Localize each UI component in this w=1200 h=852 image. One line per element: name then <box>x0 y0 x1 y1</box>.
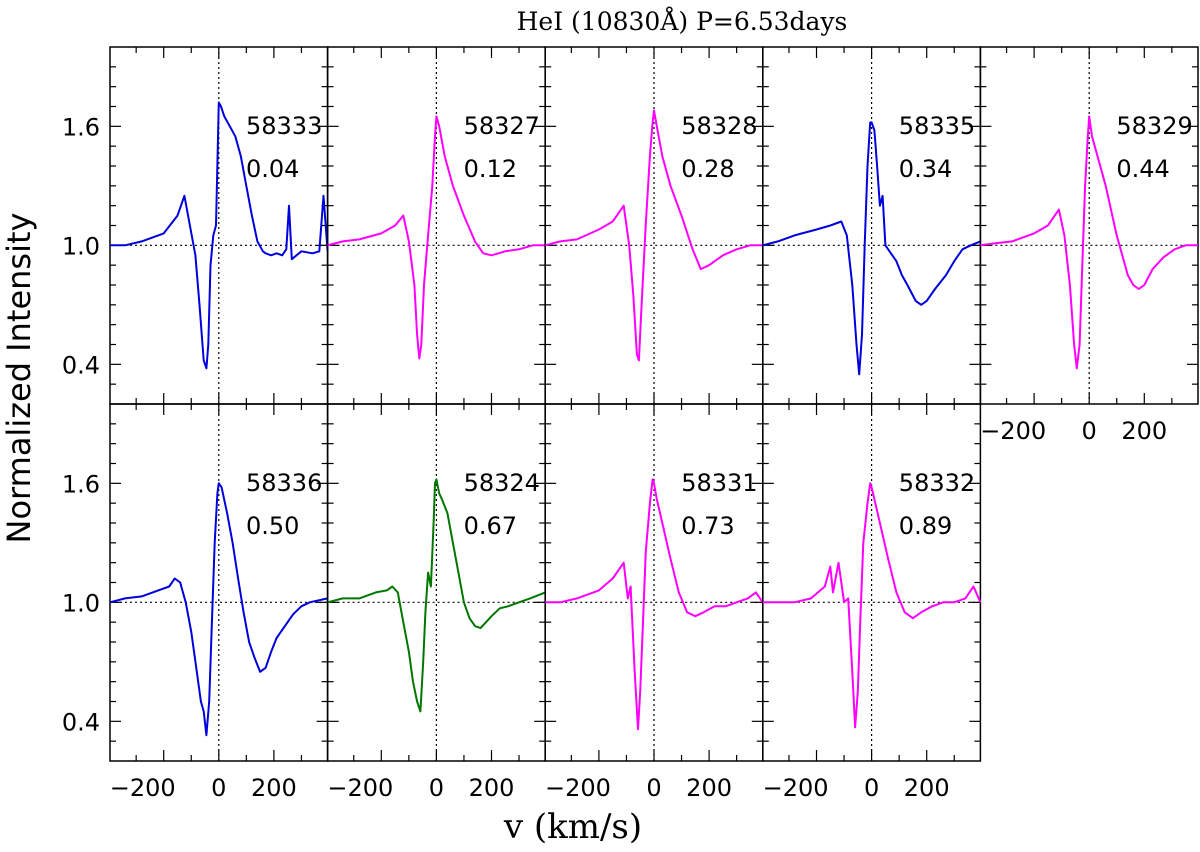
panel-grid: 58333 0.04 0.4 1.0 1.6 58327 0.12 58328 0.28 5833… <box>62 46 1199 802</box>
x-tick-label: 200 <box>1121 417 1167 445</box>
x-tick-label: 0 <box>429 774 444 802</box>
panel-frame-58331 <box>544 403 764 762</box>
panel-frame-58324 <box>326 403 546 762</box>
spectrum-panel-58328: 58328 0.28 <box>544 46 764 405</box>
x-tick-label: 200 <box>686 774 732 802</box>
spectrum-line-58331 <box>545 478 764 731</box>
spectrum-panel-58329: 58329 0.44 −200 0 200 <box>979 46 1199 445</box>
panel-frame-58332 <box>762 403 982 762</box>
spectrum-line-58328 <box>544 109 763 362</box>
panel-frame-58335 <box>762 46 982 405</box>
phase-label-58333: 0.04 <box>246 155 299 183</box>
phase-label-58327: 0.12 <box>464 155 517 183</box>
x-tick-label: 0 <box>211 774 226 802</box>
x-tick-label: −200 <box>545 774 611 802</box>
phase-label-58329: 0.44 <box>1116 155 1169 183</box>
spectrum-panel-58333: 58333 0.04 0.4 1.0 1.6 <box>62 46 329 405</box>
panel-frame-58336 <box>109 403 329 762</box>
date-label-58324: 58324 <box>464 469 540 497</box>
spectrum-panel-58335: 58335 0.34 <box>762 46 982 405</box>
x-tick-label: 0 <box>1082 417 1097 445</box>
y-tick-label: 1.0 <box>62 232 100 260</box>
spectrum-line-58333 <box>110 101 329 370</box>
phase-label-58335: 0.34 <box>899 155 952 183</box>
x-tick-label: 0 <box>864 774 879 802</box>
panel-frame-58333 <box>109 46 329 405</box>
spectrum-line-58332 <box>762 482 982 729</box>
y-tick-label: 1.6 <box>62 113 100 141</box>
x-axis-label: v (km/s) <box>503 807 642 847</box>
spectrum-panel-58331: 58331 0.73 −200 0 200 <box>544 403 764 802</box>
spectrum-line-58327 <box>327 115 546 360</box>
spectrum-line-58324 <box>327 478 546 713</box>
spectrum-line-58336 <box>109 482 328 737</box>
figure-title: HeI (10830Å) P=6.53days <box>517 6 848 36</box>
phase-label-58328: 0.28 <box>681 155 734 183</box>
x-tick-label: 200 <box>904 774 950 802</box>
x-tick-label: −200 <box>763 774 829 802</box>
y-tick-label: 0.4 <box>62 351 100 379</box>
spectrum-panel-58332: 58332 0.89 −200 0 200 <box>762 403 982 802</box>
x-tick-label: −200 <box>980 417 1046 445</box>
y-tick-label: 1.0 <box>62 589 100 617</box>
spectrum-line-58329 <box>980 115 1198 370</box>
date-label-58336: 58336 <box>246 469 322 497</box>
x-tick-label: 200 <box>469 774 515 802</box>
spectrum-line-58335 <box>762 121 981 376</box>
date-label-58328: 58328 <box>681 112 757 140</box>
date-label-58329: 58329 <box>1116 112 1192 140</box>
date-label-58332: 58332 <box>899 469 975 497</box>
panel-frame-58327 <box>326 46 546 405</box>
x-tick-label: 200 <box>251 774 297 802</box>
panel-frame-58329 <box>979 46 1199 405</box>
phase-label-58332: 0.89 <box>899 512 952 540</box>
panel-frame-58328 <box>544 46 764 405</box>
y-tick-label: 1.6 <box>62 470 100 498</box>
x-tick-label: −200 <box>110 774 176 802</box>
spectrum-panel-58327: 58327 0.12 <box>326 46 546 405</box>
x-tick-label: −200 <box>327 774 393 802</box>
y-axis-label: Normalized Intensity <box>0 213 38 544</box>
date-label-58331: 58331 <box>681 469 757 497</box>
spectrum-panel-58336: 58336 0.50 0.4 1.0 1.6 −200 0 200 <box>62 403 329 802</box>
date-label-58327: 58327 <box>464 112 540 140</box>
date-label-58335: 58335 <box>899 112 975 140</box>
phase-label-58336: 0.50 <box>246 512 299 540</box>
x-tick-label: 0 <box>646 774 661 802</box>
date-label-58333: 58333 <box>246 112 322 140</box>
y-tick-label: 0.4 <box>62 708 100 736</box>
spectrum-panel-58324: 58324 0.67 −200 0 200 <box>326 403 546 802</box>
phase-label-58331: 0.73 <box>681 512 734 540</box>
phase-label-58324: 0.67 <box>464 512 517 540</box>
